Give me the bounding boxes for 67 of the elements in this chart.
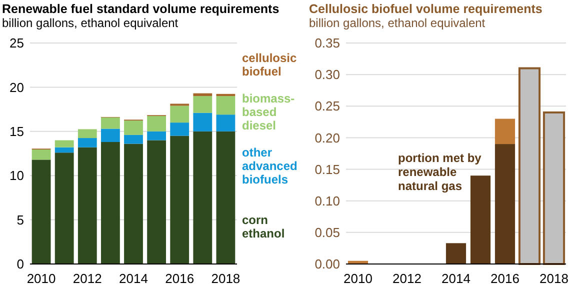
chart-title: Cellulosic biofuel volume requirements — [309, 2, 542, 16]
y-tick-label: 0.20 — [314, 130, 340, 146]
bar — [542, 111, 566, 265]
bar — [124, 144, 143, 264]
y-tick-label: 10 — [10, 168, 24, 184]
x-tick-label: 2012 — [72, 271, 102, 286]
x-tick-label: 2012 — [392, 271, 422, 286]
bar — [193, 96, 212, 113]
bar — [54, 152, 74, 264]
series-label: other advanced biofuels — [242, 146, 298, 186]
bar — [170, 136, 190, 264]
y-tick-label: 25 — [10, 36, 24, 51]
bar — [193, 131, 212, 264]
bar — [216, 131, 236, 264]
bar — [78, 147, 97, 264]
bar — [124, 134, 143, 144]
bar — [32, 160, 51, 264]
bar — [170, 122, 190, 136]
series-label: biomass-based diesel — [242, 92, 295, 132]
y-tick-label: 0.30 — [314, 67, 340, 82]
bar — [216, 114, 236, 132]
y-tick-label: 15 — [10, 124, 24, 139]
bar — [216, 94, 236, 96]
bar — [494, 144, 516, 264]
y-tick-label: 5 — [16, 212, 24, 228]
bar — [78, 129, 97, 138]
x-tick-label: 2014 — [119, 271, 148, 286]
bar — [147, 116, 166, 132]
chart-subtitle: billion gallons, ethanol equivalent — [309, 16, 486, 30]
bar — [518, 67, 541, 265]
annotation: portion met by renewable natural gas — [398, 151, 482, 193]
y-tick-label: 0.25 — [314, 98, 340, 114]
bar — [147, 131, 166, 140]
bar — [446, 243, 466, 264]
bar — [101, 117, 120, 129]
x-tick-label: 2010 — [344, 271, 372, 286]
bar — [470, 176, 491, 264]
y-tick-label: 0.10 — [314, 193, 340, 208]
y-tick-label: 0.15 — [314, 162, 340, 177]
x-tick-label: 2016 — [165, 271, 194, 286]
x-tick-label: 2018 — [211, 271, 240, 286]
chart-subtitle: billion gallons, ethanol equivalent — [2, 16, 179, 30]
series-label: corn ethanol — [242, 213, 285, 240]
bar — [193, 93, 212, 96]
series-label: cellulosic biofuel — [242, 51, 298, 78]
bar — [193, 112, 212, 132]
x-tick-label: 2016 — [490, 271, 520, 286]
bar — [101, 142, 120, 264]
x-tick-label: 2018 — [540, 271, 568, 286]
x-tick-label: 2010 — [26, 271, 56, 286]
bar — [494, 118, 516, 144]
bar — [147, 140, 166, 264]
bar — [101, 128, 120, 142]
bar — [170, 106, 190, 123]
bar — [78, 138, 97, 148]
y-tick-label: 0.00 — [314, 256, 340, 272]
chart-title: Renewable fuel standard volume requirements — [2, 2, 280, 16]
y-tick-label: 20 — [10, 80, 24, 95]
y-tick-label: 0.05 — [314, 224, 340, 240]
y-tick-label: 0.35 — [314, 36, 340, 51]
bar — [54, 140, 74, 148]
bar — [54, 147, 74, 153]
y-tick-label: 0 — [16, 256, 24, 272]
bar — [216, 96, 236, 115]
x-tick-label: 2014 — [442, 271, 470, 286]
bar — [32, 150, 51, 160]
bar — [124, 120, 143, 135]
